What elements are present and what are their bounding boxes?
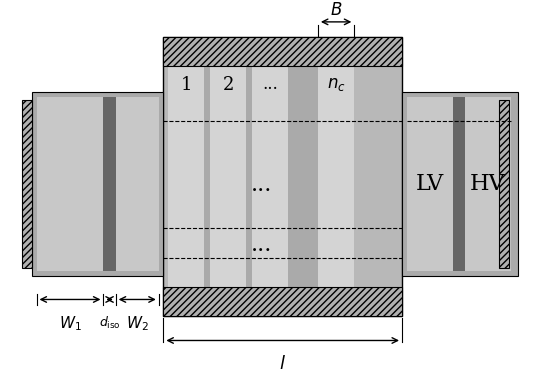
Bar — [116, 97, 159, 271]
Bar — [247, 66, 252, 287]
Bar — [164, 37, 402, 316]
Text: $W_1$: $W_1$ — [59, 315, 81, 333]
Bar — [22, 100, 32, 268]
Bar — [103, 97, 116, 271]
Bar — [453, 97, 465, 271]
Text: $d_\mathrm{iso}$: $d_\mathrm{iso}$ — [98, 315, 121, 331]
Bar — [36, 97, 103, 271]
Text: 1: 1 — [181, 76, 192, 94]
Text: ...: ... — [251, 234, 272, 256]
Bar — [164, 287, 402, 316]
Bar — [32, 93, 164, 276]
Text: $n_c$: $n_c$ — [327, 76, 346, 93]
Text: $W_2$: $W_2$ — [126, 315, 149, 333]
Bar — [252, 66, 289, 287]
Bar — [318, 66, 354, 287]
Bar — [210, 66, 247, 287]
Bar — [164, 37, 402, 66]
Text: ...: ... — [263, 76, 278, 93]
Text: $B$: $B$ — [330, 2, 342, 19]
Text: $l$: $l$ — [279, 355, 286, 373]
Text: HV: HV — [470, 173, 505, 195]
Bar — [402, 93, 518, 276]
Bar — [205, 66, 210, 287]
Text: LV: LV — [416, 173, 444, 195]
Text: 2: 2 — [223, 76, 234, 94]
Bar — [406, 97, 453, 271]
Bar — [499, 100, 509, 268]
Bar — [168, 66, 205, 287]
Text: ...: ... — [251, 174, 272, 196]
Bar — [289, 66, 318, 287]
Bar — [465, 97, 510, 271]
